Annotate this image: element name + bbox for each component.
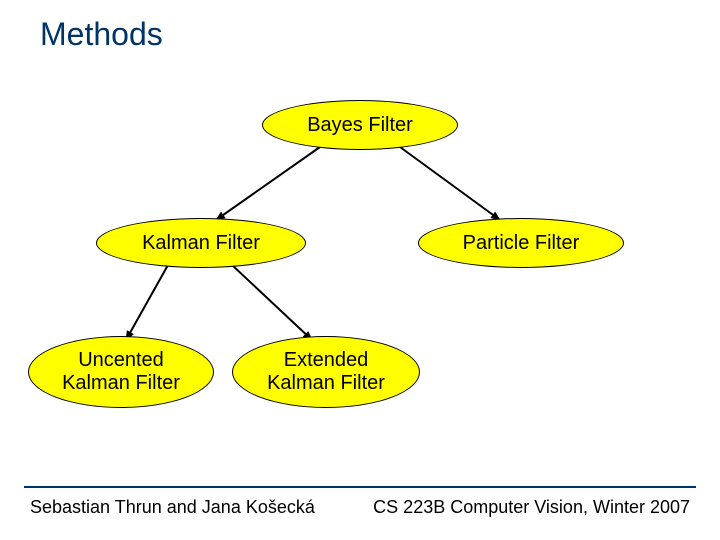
node-ekf: Extended Kalman Filter — [232, 336, 420, 408]
edge-bayes-particle — [400, 147, 500, 220]
footer-divider — [24, 486, 696, 488]
slide-title: Methods — [40, 16, 163, 53]
node-kalman: Kalman Filter — [96, 218, 306, 268]
edge-bayes-kalman — [216, 147, 320, 220]
footer-right-text: CS 223B Computer Vision, Winter 2007 — [373, 497, 690, 518]
edge-kalman-ukf — [126, 265, 168, 340]
footer-left-text: Sebastian Thrun and Jana Košecká — [30, 497, 315, 518]
diagram-edges — [0, 0, 720, 540]
node-ukf: Uncented Kalman Filter — [28, 336, 214, 408]
node-particle: Particle Filter — [418, 218, 624, 268]
edge-kalman-ekf — [232, 265, 312, 340]
node-bayes: Bayes Filter — [262, 100, 458, 150]
